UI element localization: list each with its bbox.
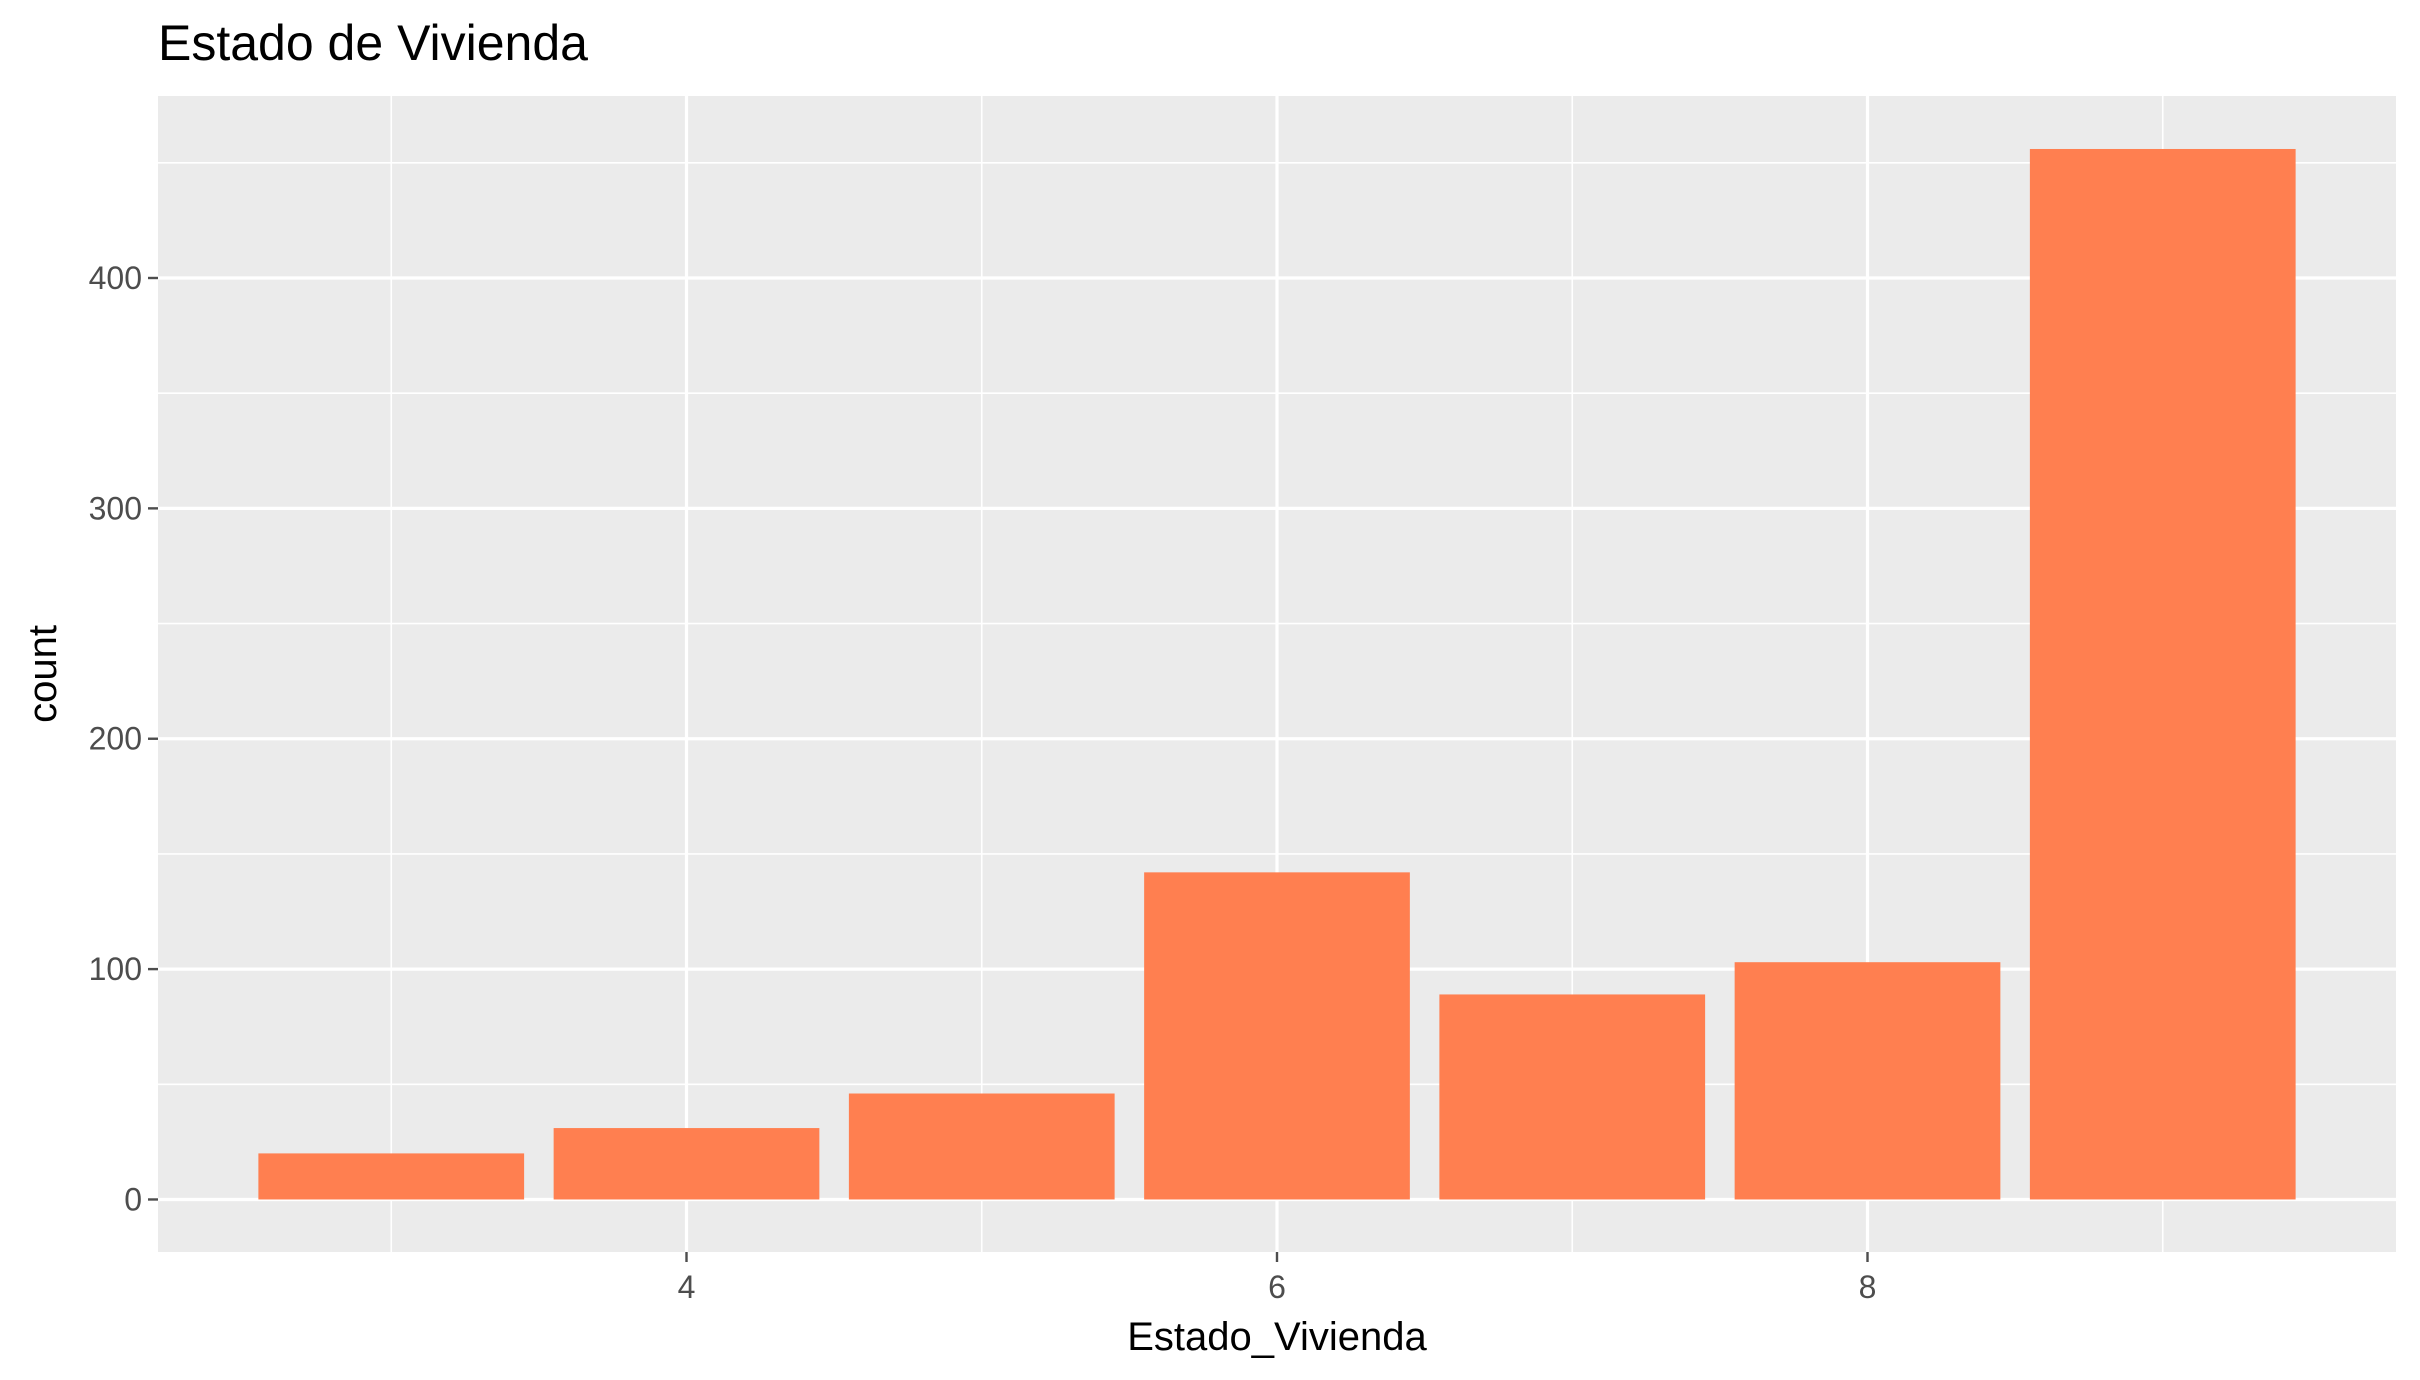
bar: [1144, 872, 1410, 1200]
x-tick-label: 6: [1268, 1269, 1286, 1305]
bar: [553, 1128, 820, 1200]
y-tick-label: 300: [89, 490, 142, 526]
x-axis: 4 6 8: [678, 1252, 1877, 1305]
bar: [258, 1153, 525, 1200]
bar: [848, 1093, 1115, 1200]
chart-title: Estado de Vivienda: [158, 15, 588, 71]
y-axis: 0 100 200 300 400: [89, 260, 158, 1217]
x-tick-label: 8: [1859, 1269, 1877, 1305]
y-tick-label: 100: [89, 951, 142, 987]
y-tick-label: 400: [89, 260, 142, 296]
y-tick-label: 200: [89, 721, 142, 757]
x-tick-label: 4: [678, 1269, 696, 1305]
bar: [1439, 994, 1706, 1200]
bar: [1734, 962, 2001, 1200]
y-tick-label: 0: [124, 1181, 142, 1217]
bar: [2029, 148, 2296, 1200]
bars: [258, 148, 2296, 1200]
y-axis-title: count: [21, 625, 65, 723]
x-axis-title: Estado_Vivienda: [1127, 1315, 1427, 1359]
